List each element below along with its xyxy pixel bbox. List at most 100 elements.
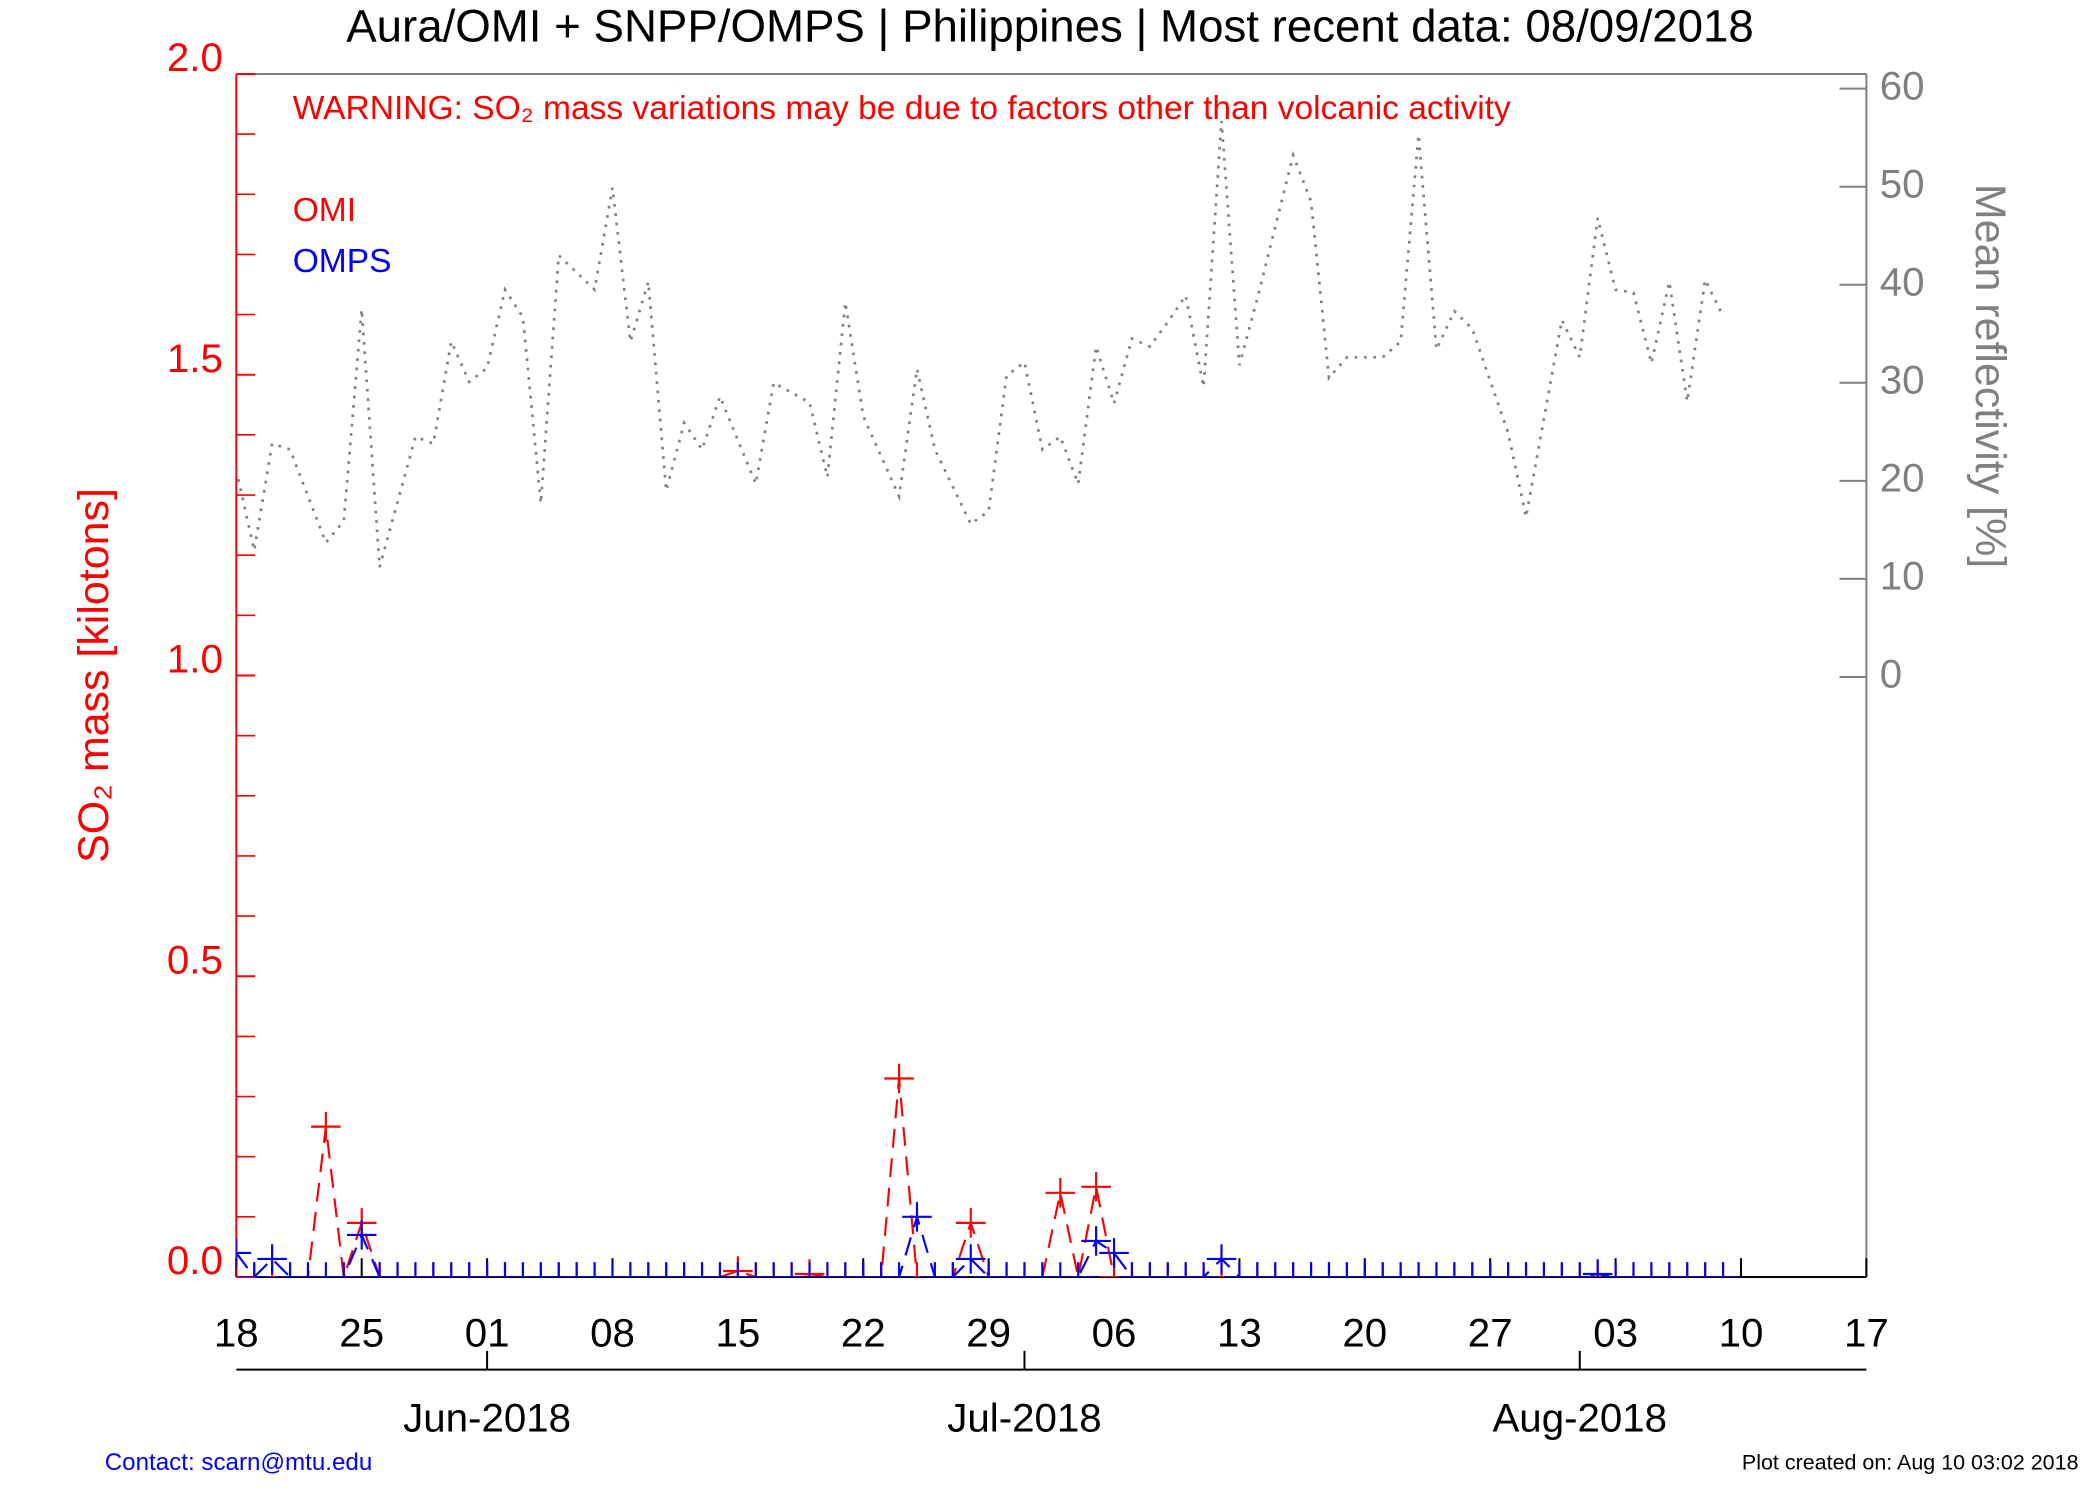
- plus-marker: [239, 1262, 270, 1278]
- plus-marker: [490, 1262, 520, 1278]
- plus-marker: [848, 1262, 879, 1278]
- plus-marker: [1278, 1262, 1308, 1278]
- plus-marker: [812, 1262, 843, 1278]
- month-label: Jul-2018: [947, 1395, 1101, 1440]
- y2-tick-label: 30: [1880, 357, 1925, 402]
- plus-marker: [1153, 1262, 1183, 1278]
- plus-marker: [1493, 1262, 1523, 1278]
- plus-marker: [275, 1262, 305, 1278]
- plus-marker: [1027, 1262, 1058, 1278]
- x-tick-label: 20: [1342, 1311, 1387, 1356]
- plus-marker: [920, 1262, 950, 1278]
- plus-marker: [741, 1262, 771, 1278]
- x-tick-label: 06: [1092, 1311, 1137, 1356]
- plus-marker: [1564, 1262, 1595, 1278]
- x-tick-label: 08: [590, 1311, 635, 1356]
- plus-marker: [1367, 1262, 1398, 1278]
- plus-marker: [1045, 1178, 1076, 1208]
- plus-marker: [1206, 1244, 1237, 1274]
- x-tick-label: 18: [214, 1311, 259, 1356]
- plus-marker: [938, 1262, 968, 1278]
- plus-marker: [794, 1262, 825, 1278]
- plus-marker: [1690, 1262, 1720, 1278]
- plus-marker: [400, 1262, 431, 1278]
- plus-marker: [1708, 1262, 1738, 1278]
- plus-marker: [1350, 1262, 1380, 1278]
- plus-marker: [1117, 1262, 1147, 1278]
- plot-area: [236, 120, 1738, 1278]
- plus-marker: [1009, 1262, 1040, 1278]
- plus-marker: [955, 1244, 986, 1274]
- plus-marker: [1672, 1262, 1703, 1278]
- plus-marker: [311, 1111, 341, 1142]
- plus-marker: [884, 1063, 914, 1094]
- plus-marker: [597, 1262, 628, 1278]
- plus-marker: [561, 1262, 592, 1278]
- plus-marker: [1063, 1262, 1093, 1278]
- y-tick-label: 1.5: [167, 336, 223, 381]
- plus-marker: [705, 1262, 735, 1278]
- y2-tick-label: 40: [1880, 259, 1925, 304]
- x-tick-label: 13: [1217, 1311, 1262, 1356]
- plus-marker: [1385, 1262, 1416, 1278]
- y2-tick-label: 10: [1880, 554, 1925, 599]
- plus-marker: [902, 1262, 932, 1278]
- plus-marker: [543, 1262, 574, 1278]
- plus-marker: [1135, 1262, 1165, 1278]
- plus-marker: [1170, 1262, 1201, 1278]
- y-tick-label: 0.0: [167, 1238, 223, 1283]
- plus-marker: [1045, 1262, 1076, 1278]
- plus-marker: [973, 1262, 1004, 1278]
- plus-marker: [1636, 1262, 1667, 1278]
- plus-marker: [508, 1262, 538, 1278]
- plus-marker: [723, 1262, 753, 1278]
- y-tick-label: 2.0: [167, 35, 223, 80]
- month-label: Jun-2018: [403, 1395, 571, 1440]
- legend-entry: OMI: [293, 192, 356, 229]
- plus-marker: [1600, 1262, 1631, 1278]
- y2-tick-label: 60: [1880, 63, 1925, 108]
- x-tick-label: 27: [1468, 1311, 1513, 1356]
- plus-marker: [615, 1262, 646, 1278]
- plus-marker: [1582, 1259, 1613, 1278]
- y-tick-label: 1.0: [167, 637, 223, 682]
- plus-marker: [382, 1262, 413, 1278]
- plus-marker: [866, 1262, 896, 1278]
- contact: Contact: scarn@mtu.edu: [105, 1449, 373, 1476]
- y-axis-label: SO₂ mass [kilotons]: [70, 488, 118, 863]
- plus-marker: [1475, 1262, 1505, 1278]
- plus-marker: [346, 1220, 377, 1250]
- plus-marker: [1654, 1262, 1685, 1278]
- plus-marker: [454, 1262, 484, 1278]
- plus-marker: [1260, 1262, 1291, 1278]
- plus-marker: [1296, 1262, 1326, 1278]
- plus-marker: [651, 1262, 681, 1278]
- so2-line: [236, 1213, 1724, 1278]
- plus-marker: [1457, 1262, 1488, 1278]
- created-note: Plot created on: Aug 10 03:02 2018: [1742, 1450, 2079, 1474]
- plus-marker: [758, 1262, 789, 1278]
- plus-marker: [293, 1262, 323, 1278]
- plus-marker: [991, 1262, 1022, 1278]
- warning: WARNING: SO₂ mass variations may be due …: [293, 90, 1511, 127]
- plus-marker: [1224, 1262, 1255, 1278]
- plus-marker: [1529, 1262, 1559, 1278]
- y2-axis-label: Mean reflectivity [%]: [1966, 184, 2014, 568]
- plus-marker: [884, 1262, 914, 1278]
- plus-marker: [418, 1262, 449, 1278]
- month-label: Aug-2018: [1492, 1395, 1667, 1440]
- plus-marker: [830, 1262, 861, 1278]
- y2-tick-label: 50: [1880, 161, 1925, 206]
- plus-marker: [436, 1262, 467, 1278]
- plus-marker: [633, 1262, 664, 1278]
- x-tick-label: 22: [841, 1311, 886, 1356]
- plus-marker: [472, 1262, 502, 1278]
- x-tick-label: 01: [465, 1311, 510, 1356]
- plus-marker: [955, 1208, 986, 1238]
- y2-tick-label: 0: [1880, 652, 1902, 697]
- plus-marker: [236, 1238, 252, 1268]
- plus-marker: [1421, 1262, 1452, 1278]
- plus-marker: [1439, 1262, 1470, 1278]
- plus-marker: [669, 1262, 699, 1278]
